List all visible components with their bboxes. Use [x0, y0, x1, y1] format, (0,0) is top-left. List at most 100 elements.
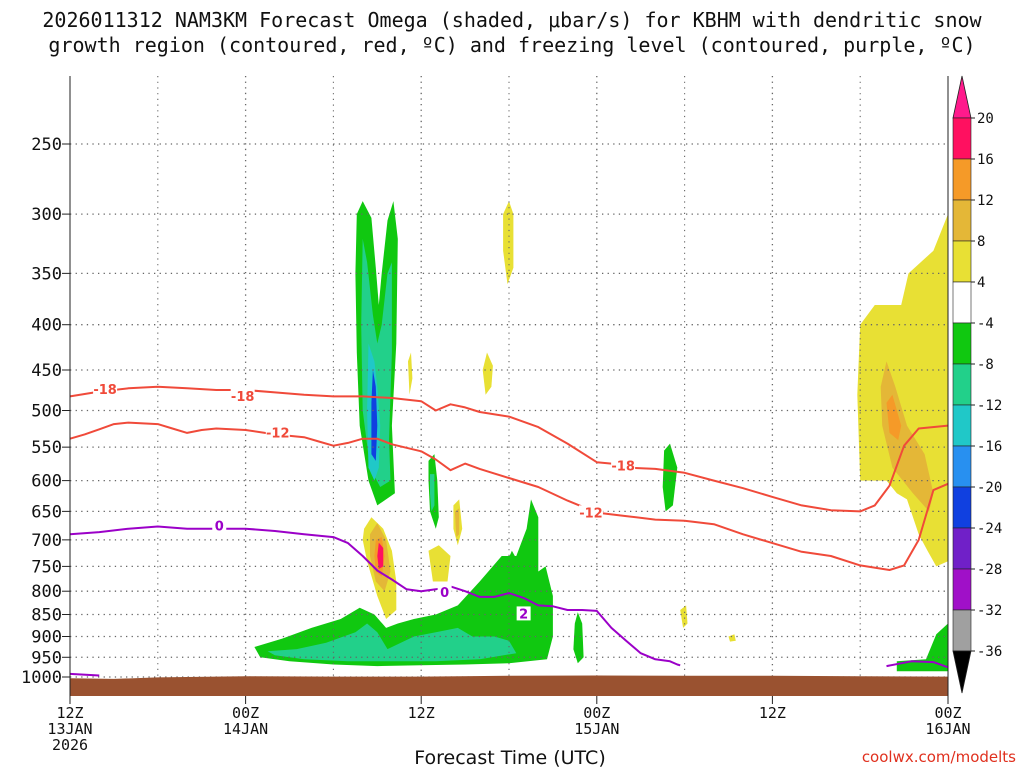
y-tick-label: 400 [31, 316, 62, 336]
y-tick-label: 650 [31, 502, 62, 522]
freezing-level-contour-east [886, 660, 949, 669]
terrain-ground [70, 675, 948, 696]
colorbar-label: 12 [977, 193, 994, 209]
colorbar-bin [952, 322, 972, 365]
omega-region-27 [886, 394, 902, 441]
y-tick-label: 600 [31, 472, 62, 492]
colorbar-label: 16 [977, 152, 994, 168]
x-tick-label: 12Z [56, 704, 83, 722]
colorbar-bin [952, 609, 972, 652]
y-tick-label: 300 [31, 205, 62, 225]
y-tick-label: 550 [31, 438, 62, 458]
dgz-contour-label-extra: -12 [579, 506, 603, 521]
omega-region-18 [482, 352, 493, 395]
plot-area: -18 -12 -18 -18 -12 0 0 2 [69, 76, 950, 696]
x-tick-label: 00Z [934, 704, 961, 722]
omega-region-20 [428, 545, 451, 582]
freezing-contour-label-extra: 0 [440, 586, 449, 601]
chart-title-line2: growth region (contoured, red, ºC) and f… [48, 33, 975, 57]
dgz-contour-label: -12 [266, 426, 290, 441]
colorbar-bin [952, 199, 972, 242]
colorbar-bin [952, 158, 972, 201]
omega-region-19 [408, 352, 413, 395]
omega-region-9 [267, 623, 517, 662]
colorbar-bin [952, 281, 972, 324]
omega-region-14 [573, 612, 584, 664]
contour-layer: -18 -12 -18 -18 -12 0 0 2 [69, 381, 949, 677]
colorbar-bin [952, 527, 972, 570]
colorbar-label: 8 [977, 234, 985, 250]
colorbar-bin [952, 363, 972, 406]
colorbar-label: -20 [977, 480, 1002, 496]
omega-region-12 [504, 550, 521, 606]
dgz-label-bg [230, 388, 255, 403]
y-tick-label: 950 [31, 648, 62, 668]
x-tick-label: 15JAN [574, 720, 619, 738]
colorbar-label: -12 [977, 398, 1002, 414]
dgz-label-bg [611, 458, 636, 473]
omega-region-11 [430, 474, 435, 512]
omega-region-23 [680, 605, 688, 628]
colorbar-label: -16 [977, 439, 1002, 455]
colorbar: 20 16 12 8 4 -4 -8 -12 -16 -20 -24 -28 -32 -36 [952, 75, 1002, 694]
x-tick-label: 00Z [583, 704, 610, 722]
x-tick-label: 2026 [52, 736, 88, 754]
omega-region-16 [896, 623, 948, 672]
x-tick-label: 14JAN [223, 720, 268, 738]
colorbar-bin [952, 486, 972, 529]
colorbar-label: 20 [977, 111, 994, 127]
terrain-layer [70, 675, 948, 696]
y-tick-label: 250 [31, 135, 62, 155]
dgz-label-bg [93, 381, 118, 396]
omega-region-26 [880, 361, 934, 512]
x-tick-label: 12Z [408, 704, 435, 722]
x-tick-label: 13JAN [47, 720, 92, 738]
colorbar-bin [952, 568, 972, 611]
colorbar-top-arrow [952, 75, 972, 119]
credit-text: coolwx.com/modelts [862, 748, 1016, 766]
freezing-contour-label-extra: 2 [519, 607, 528, 622]
colorbar-bin [952, 404, 972, 447]
colorbar-bin [952, 117, 972, 160]
freezing-label-bg [212, 518, 227, 533]
omega-region-22 [454, 508, 460, 538]
colorbar-label: 4 [977, 275, 985, 291]
colorbar-bin [952, 445, 972, 488]
y-tick-label: 750 [31, 557, 62, 577]
colorbar-label: -4 [977, 316, 994, 332]
y-tick-label: 900 [31, 627, 62, 647]
freezing-label-bg [437, 585, 452, 600]
y-tick-label: 500 [31, 402, 62, 422]
freezing-label-bg [516, 606, 531, 621]
x-tick-label: 00Z [232, 704, 259, 722]
omega-region-8 [254, 499, 553, 667]
colorbar-label: -36 [977, 644, 1002, 660]
omega-region-24 [728, 634, 736, 642]
colorbar-label: -8 [977, 357, 994, 373]
y-tick-label: 800 [31, 582, 62, 602]
colorbar-bottom-arrow [952, 650, 972, 694]
x-tick-label: 16JAN [925, 720, 970, 738]
colorbar-label: -28 [977, 562, 1002, 578]
omega-region-17 [503, 201, 514, 285]
dgz-contour--12 [69, 421, 949, 571]
x-axis-label: Forecast Time (UTC) [414, 747, 605, 768]
freezing-level-contour-west [69, 672, 100, 677]
y-tick-label: 850 [31, 606, 62, 626]
omega-region-15 [662, 443, 678, 512]
dgz-contour-label-extra: -18 [231, 390, 255, 405]
omega-shading-layer [254, 201, 948, 672]
gridlines [70, 76, 948, 696]
colorbar-label: -24 [977, 521, 1002, 537]
y-tick-label: 350 [31, 264, 62, 284]
dgz-label-bg [578, 505, 603, 520]
colorbar-bin [952, 240, 972, 283]
chart-title-line1: 2026011312 NAM3KM Forecast Omega (shaded… [42, 8, 982, 32]
omega-region-13 [531, 556, 537, 606]
y-axis-ticks: 2503003504004505005506006507007508008509… [21, 135, 70, 688]
x-tick-label: 12Z [759, 704, 786, 722]
y-tick-label: 450 [31, 361, 62, 381]
dgz-label-bg [265, 425, 290, 440]
